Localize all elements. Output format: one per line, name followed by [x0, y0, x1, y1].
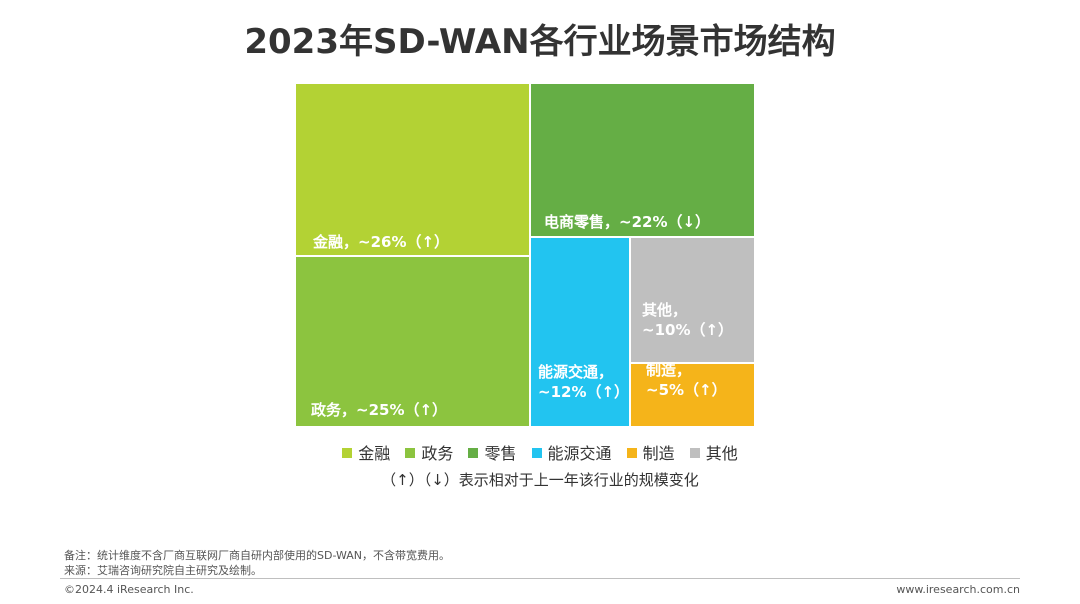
legend: 金融 政务 零售 能源交通 制造 其他 [0, 440, 1080, 464]
treemap-label-government: 政务，~25%（↑） [311, 401, 447, 419]
treemap-label-other-value: ~10%（↑） [642, 321, 733, 339]
legend-label-finance: 金融 [358, 444, 391, 463]
legend-item-manufacturing: 制造 [626, 440, 675, 464]
legend-swatch-government [405, 448, 416, 458]
legend-label-government: 政务 [421, 444, 454, 463]
legend-swatch-energy [531, 448, 542, 458]
legend-swatch-manufacturing [626, 448, 637, 458]
treemap-cell-retail [529, 83, 755, 238]
legend-item-other: 其他 [689, 440, 738, 464]
legend-item-energy: 能源交通 [531, 440, 612, 464]
legend-swatch-finance [342, 448, 353, 458]
legend-label-other: 其他 [705, 444, 738, 463]
website-link[interactable]: www.iresearch.com.cn [896, 583, 1020, 596]
legend-label-retail: 零售 [484, 444, 517, 463]
treemap-label-energy-value: ~12%（↑） [538, 383, 629, 401]
copyright: ©2024.4 iResearch Inc. [64, 583, 194, 596]
treemap-chart: 金融，~26%（↑） 政务，~25%（↑） 电商零售，~22%（↓） 能源交通， ~12… [295, 83, 755, 427]
treemap-label-retail: 电商零售，~22%（↓） [544, 213, 710, 231]
treemap-cell-energy [529, 236, 631, 427]
footer-divider [60, 578, 1020, 579]
treemap-label-other: 其他， [642, 301, 687, 319]
chart-title: 2023年SD-WAN各行业场景市场结构 [244, 22, 836, 62]
treemap-label-manufacturing: 制造， [646, 361, 691, 379]
treemap-cell-finance [295, 83, 531, 257]
treemap-cell-manufacturing [629, 362, 755, 427]
footnote-source: 来源：艾瑞咨询研究院自主研究及绘制。 [64, 564, 262, 577]
legend-label-manufacturing: 制造 [642, 444, 675, 463]
treemap-label-manufacturing-value: ~5%（↑） [646, 381, 727, 399]
legend-swatch-other [689, 448, 700, 458]
legend-label-energy: 能源交通 [547, 444, 612, 463]
legend-item-retail: 零售 [468, 440, 516, 464]
footnote-remark: 备注：统计维度不含厂商互联网厂商自研内部使用的SD-WAN，不含带宽费用。 [64, 549, 451, 562]
treemap-cell-government [295, 255, 531, 427]
legend-item-finance: 金融 [342, 440, 390, 464]
treemap-label-energy: 能源交通， [538, 363, 613, 381]
treemap-label-finance: 金融，~26%（↑） [312, 233, 449, 251]
legend-swatch-retail [468, 448, 479, 458]
treemap-cell-other [629, 236, 755, 364]
legend-note: （↑）（↓）表示相对于上一年该行业的规模变化 [381, 471, 699, 489]
legend-item-government: 政务 [405, 440, 453, 464]
